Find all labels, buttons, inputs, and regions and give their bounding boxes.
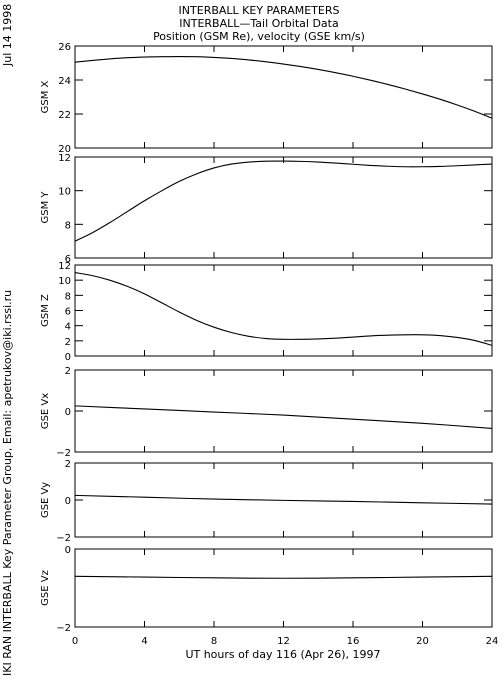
y-axis-label-gsm-x: GSM X <box>40 80 51 113</box>
y-tick-label: 4 <box>65 322 71 333</box>
panel-gse-vz: −2 0 GSE Vz <box>40 545 493 634</box>
y-axis-label-gse-vy: GSE Vy <box>40 482 51 518</box>
y-tick-label: 12 <box>58 261 71 272</box>
y-axis-label-gse-vz: GSE Vz <box>40 570 51 606</box>
y-tick-label: 6 <box>65 307 71 318</box>
x-tick-label: 12 <box>277 636 290 647</box>
y-tick-label: −2 <box>56 533 71 544</box>
panel-gse-vx: −2 0 2 GSE Vx <box>40 366 493 459</box>
x-tick-label: 16 <box>347 636 360 647</box>
y-tick-label: 12 <box>58 153 71 164</box>
y-tick-label: 2 <box>65 366 71 377</box>
panel-frame-gsm-z <box>74 264 493 357</box>
y-tick-label: 26 <box>58 42 71 53</box>
panel-frame-gse-vz <box>74 548 493 628</box>
y-axis-label-gse-vx: GSE Vx <box>40 393 51 429</box>
series-line-gsm-x <box>74 55 493 119</box>
title-line-3: Position (GSM Re), velocity (GSE km/s) <box>153 30 365 43</box>
series-line-gse-vz <box>74 575 493 579</box>
y-tick-label: 0 <box>65 352 71 363</box>
y-tick-label: 24 <box>58 76 71 87</box>
y-tick-label: 10 <box>58 187 71 198</box>
x-tick-label: 4 <box>141 636 147 647</box>
y-tick-label: 6 <box>65 254 71 265</box>
y-tick-label: 2 <box>65 459 71 470</box>
series-line-gsm-y <box>74 160 493 242</box>
y-tick-label: 10 <box>58 276 71 287</box>
y-tick-label: 8 <box>65 220 71 231</box>
title-line-1: INTERBALL KEY PARAMETERS <box>179 4 340 17</box>
panel-gsm-y: 6 8 10 12 GSM Y <box>40 153 493 265</box>
panel-frame-gsm-x <box>74 45 493 149</box>
series-line-gsm-z <box>74 272 493 346</box>
y-tick-label: −2 <box>56 623 71 634</box>
x-tick-label: 24 <box>486 636 499 647</box>
y-tick-label: 0 <box>65 545 71 556</box>
y-tick-label: 0 <box>65 407 71 418</box>
y-tick-label: −2 <box>56 448 71 459</box>
panel-frame-gsm-y <box>74 156 493 259</box>
y-tick-label: 8 <box>65 291 71 302</box>
x-axis-label: UT hours of day 116 (Apr 26), 1997 <box>185 648 380 661</box>
y-axis-label-gsm-z: GSM Z <box>40 294 51 327</box>
credit-text: IKI RAN INTERBALL Key Parameter Group, E… <box>1 290 14 676</box>
panel-gsm-z: 0 2 4 6 8 10 12 GSM Z <box>40 261 493 363</box>
date-stamp: Jul 14 1998 <box>1 4 14 67</box>
y-tick-label: 2 <box>65 337 71 348</box>
panel-gsm-x: 20 22 24 26 GSM X <box>40 42 493 155</box>
y-tick-label: 20 <box>58 144 71 155</box>
y-axis-label-gsm-y: GSM Y <box>40 191 51 224</box>
y-tick-label: 0 <box>65 496 71 507</box>
y-tick-label: 22 <box>58 110 71 121</box>
series-line-gse-vx <box>74 405 493 429</box>
panel-frame-gse-vx <box>74 369 493 453</box>
title-line-2: INTERBALL—Tail Orbital Data <box>179 17 338 30</box>
x-tick-label: 0 <box>72 636 78 647</box>
x-tick-label: 20 <box>416 636 429 647</box>
series-line-gse-vy <box>74 494 493 505</box>
x-tick-label: 8 <box>211 636 217 647</box>
panel-gse-vy: −2 0 2 GSE Vy <box>40 459 493 544</box>
